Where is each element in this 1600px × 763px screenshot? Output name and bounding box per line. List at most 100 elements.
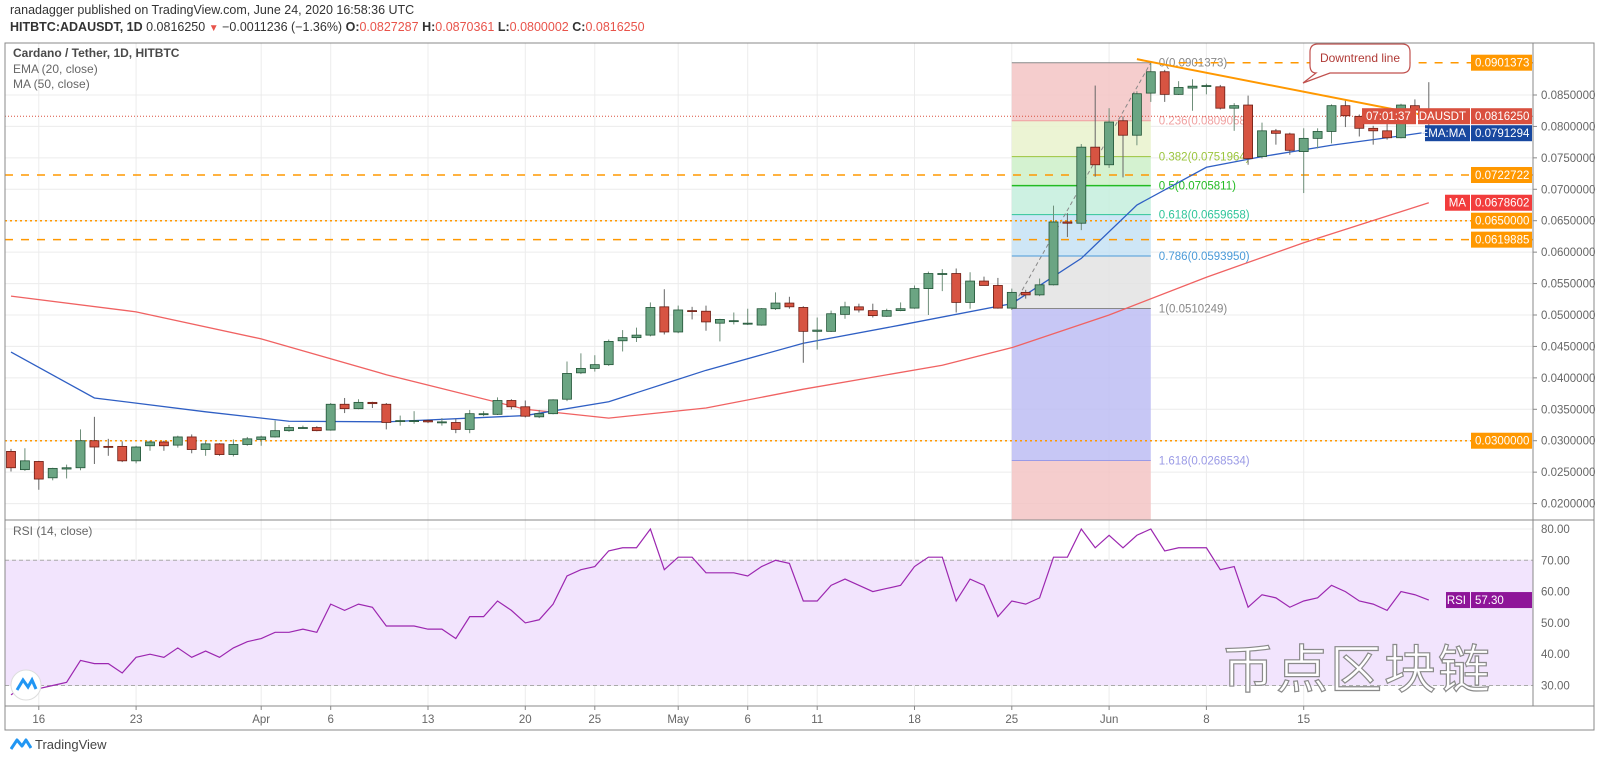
- price-tick-label: 0.0450000: [1541, 341, 1595, 353]
- candle: [145, 440, 155, 451]
- candle-body: [854, 306, 864, 311]
- badge-bg: [1471, 592, 1532, 609]
- rsi-line: [10, 527, 1430, 696]
- badge-name-bg: [1418, 108, 1470, 125]
- candle: [826, 310, 836, 332]
- candle: [1173, 81, 1184, 95]
- candle-body: [1159, 71, 1170, 95]
- candle-body: [19, 460, 30, 471]
- candle: [61, 464, 72, 479]
- candle-body: [826, 313, 836, 332]
- candle-body: [214, 443, 225, 455]
- rsi-tick-label: 40.00: [1541, 649, 1570, 661]
- fib-zone: [1011, 460, 1151, 520]
- candle-body: [840, 306, 850, 315]
- candle-body: [256, 436, 267, 440]
- candle-body: [895, 308, 906, 311]
- candle: [1201, 83, 1212, 95]
- candle: [284, 425, 294, 432]
- price-tick-label: 0.0400000: [1541, 373, 1595, 385]
- candle-body: [673, 309, 684, 333]
- open-label: O:: [345, 20, 360, 34]
- candle: [409, 411, 420, 424]
- candle: [1271, 128, 1281, 145]
- candle-body: [381, 403, 392, 423]
- badge-bg: [1471, 231, 1532, 248]
- candle-body: [1187, 85, 1198, 89]
- candle: [436, 418, 447, 426]
- badge-bg: [1471, 54, 1532, 71]
- candle: [131, 445, 142, 464]
- candle-body: [1229, 105, 1240, 109]
- badge-value: 0.0650000: [1475, 216, 1529, 228]
- candle: [1187, 79, 1198, 111]
- legend-ma[interactable]: MA (50, close): [13, 77, 90, 91]
- candle-body: [103, 445, 114, 448]
- candle: [1298, 128, 1309, 194]
- candle: [589, 355, 600, 372]
- fib-level-label: 0.618(0.0659658): [1159, 210, 1250, 222]
- candle: [450, 418, 461, 434]
- badge-bg: [1471, 108, 1532, 125]
- candle: [270, 420, 281, 438]
- level-price-badge: 0.0619885: [1471, 231, 1532, 248]
- legend-title: Cardano / Tether, 1D, HITBTC: [13, 46, 180, 60]
- rsi-tick-label: 70.00: [1541, 555, 1570, 567]
- last-price: 0.0816250: [146, 20, 206, 34]
- price-tick-label: 0.0500000: [1541, 310, 1595, 322]
- last-price-badge: 0.0816250 ADAUSDT: [1411, 108, 1532, 125]
- candle: [1368, 125, 1379, 145]
- candle: [520, 400, 531, 418]
- badge-name-bg: [1446, 592, 1470, 609]
- candle-body: [728, 320, 739, 323]
- candle: [89, 416, 100, 464]
- candle-body: [534, 413, 545, 418]
- price-tick-label: 0.0550000: [1541, 279, 1595, 291]
- time-tick-label: 11: [811, 714, 823, 726]
- fib-level-label: 0(0.0901373): [1159, 58, 1228, 70]
- candle-body: [798, 307, 809, 332]
- badge-value: 0.0619885: [1475, 235, 1529, 247]
- candle: [1229, 103, 1240, 131]
- low-label: L:: [497, 20, 510, 34]
- candle-body: [200, 443, 211, 450]
- time-tick-label: 23: [130, 714, 143, 726]
- legend-rsi[interactable]: RSI (14, close): [13, 524, 93, 538]
- legend-ema[interactable]: EMA (20, close): [13, 62, 98, 76]
- candle-body: [1132, 93, 1142, 136]
- candle: [158, 440, 169, 451]
- candle: [1034, 278, 1045, 297]
- candle-body: [145, 441, 155, 447]
- frame-border: [4, 42, 1595, 731]
- candle: [576, 353, 586, 375]
- candle-body: [339, 403, 350, 410]
- candle-body: [589, 364, 600, 369]
- candle-body: [325, 403, 336, 431]
- candle-body: [715, 319, 725, 324]
- candle-body: [1382, 130, 1392, 139]
- time-tick-label: 8: [1203, 714, 1209, 726]
- candle-body: [492, 400, 503, 415]
- open-value: 0.0827287: [359, 20, 419, 34]
- candle: [1132, 91, 1142, 146]
- fib-zone: [1011, 62, 1151, 121]
- candle: [742, 308, 753, 326]
- candle: [75, 429, 86, 471]
- candle-body: [1243, 104, 1253, 159]
- candle-body: [909, 288, 920, 309]
- candle: [103, 438, 114, 456]
- candle-body: [742, 322, 753, 325]
- candle: [228, 439, 239, 457]
- time-tick-label: 18: [908, 714, 921, 726]
- candle: [1048, 205, 1059, 286]
- candle-body: [1340, 105, 1351, 117]
- level-price-badge: 0.0722722: [1471, 166, 1532, 183]
- ema20-line: [10, 131, 1429, 423]
- time-tick-label: 13: [422, 714, 435, 726]
- rsi-tick-label: 60.00: [1541, 587, 1570, 599]
- badge-value: 0.0816250: [1475, 111, 1529, 123]
- price-tick-label: 0.0750000: [1541, 153, 1595, 165]
- price-tick-label: 0.0250000: [1541, 467, 1595, 479]
- footer-brand[interactable]: TradingView: [10, 736, 107, 752]
